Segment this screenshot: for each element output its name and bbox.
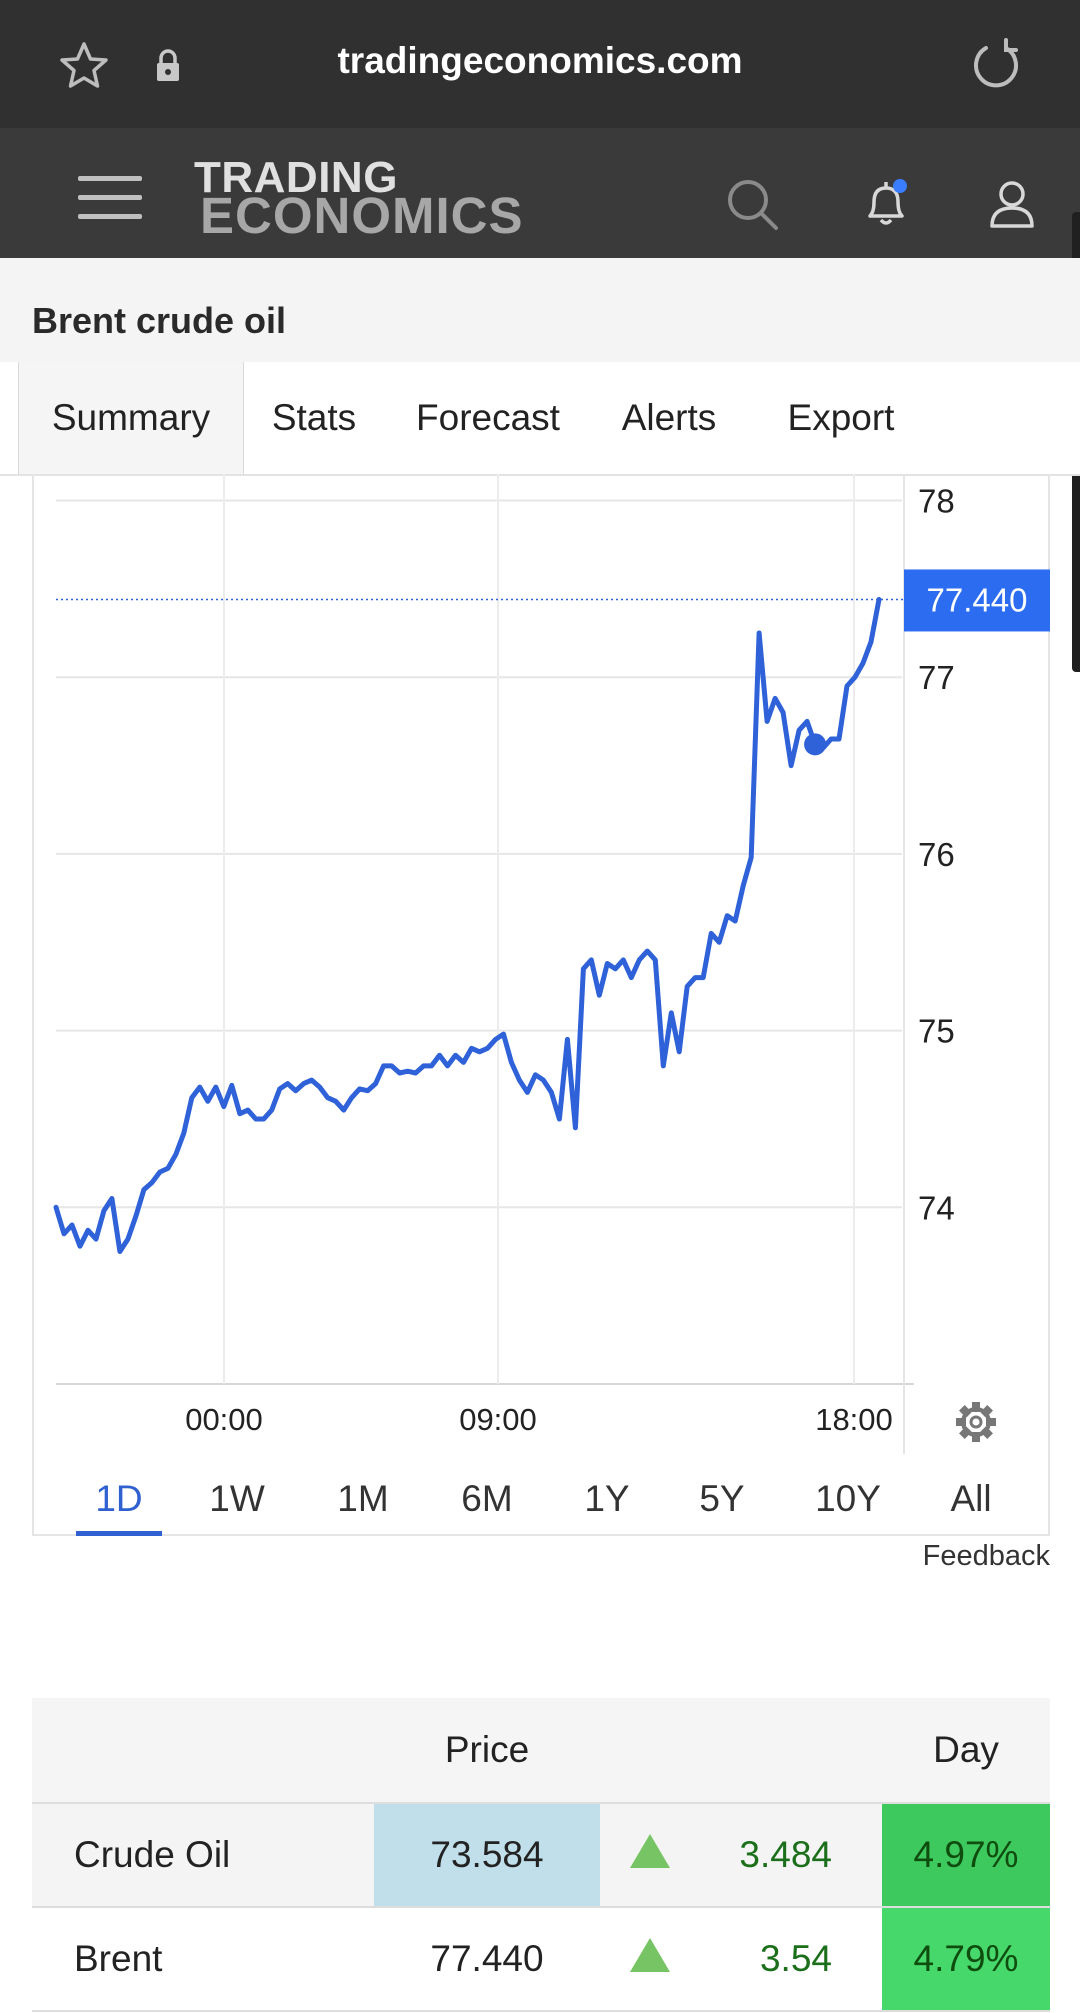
tab-export[interactable]: Export: [787, 397, 895, 438]
table-row[interactable]: Crude Oil 73.584 3.484 4.97%: [32, 1803, 1050, 1908]
y-tick-label: 78: [918, 483, 955, 520]
instrument-title-bar: Brent crude oil: [0, 258, 1080, 363]
bell-icon[interactable]: [858, 176, 914, 232]
period-selector: 1D 1W 1M 6M 1Y 5Y 10Y All: [32, 1456, 1050, 1536]
row-percent: 4.97%: [882, 1803, 1050, 1908]
menu-icon[interactable]: [78, 174, 142, 222]
tab-alerts[interactable]: Alerts: [621, 397, 717, 438]
header-price: Price: [374, 1698, 600, 1804]
up-arrow-icon: [630, 1937, 670, 1972]
period-5y[interactable]: 5Y: [699, 1478, 745, 1519]
search-icon[interactable]: [724, 176, 780, 232]
x-tick-label: 09:00: [459, 1402, 537, 1437]
period-6m[interactable]: 6M: [461, 1478, 513, 1519]
notification-dot: [893, 179, 907, 193]
row-name[interactable]: Brent: [32, 1907, 374, 2012]
url-text[interactable]: tradingeconomics.com: [337, 40, 743, 81]
reload-icon[interactable]: [968, 38, 1024, 94]
last-value-badge: [904, 569, 1050, 632]
period-all[interactable]: All: [950, 1478, 992, 1519]
row-name[interactable]: Crude Oil: [32, 1803, 374, 1908]
tab-forecast[interactable]: Forecast: [416, 397, 560, 438]
header-arrow: [600, 1698, 700, 1804]
y-tick-label: 74: [918, 1189, 955, 1226]
y-tick-label: 77: [918, 659, 955, 696]
logo-line-1: TRADING: [194, 153, 398, 202]
tab-summary[interactable]: Summary: [18, 362, 244, 474]
tab-stats[interactable]: Stats: [271, 397, 357, 438]
y-tick-label: 75: [918, 1013, 955, 1050]
site-logo[interactable]: TRADING ECONOMICS: [194, 153, 524, 244]
row-percent: 4.79%: [882, 1907, 1050, 2012]
logo-line-2: ECONOMICS: [200, 187, 524, 244]
lock-icon: [157, 49, 179, 81]
period-1d[interactable]: 1D: [76, 1456, 162, 1536]
row-change: 3.484: [700, 1803, 882, 1908]
y-tick-label: 76: [918, 836, 955, 873]
period-1y[interactable]: 1Y: [584, 1478, 630, 1519]
x-tick-label: 18:00: [815, 1402, 893, 1437]
period-10y[interactable]: 10Y: [815, 1478, 881, 1519]
quotes-table: Price Day Crude Oil 73.584 3.484 4.97% B…: [32, 1698, 1050, 2012]
page-title: Brent crude oil: [32, 300, 287, 341]
tab-bar: Summary Stats Forecast Alerts Export: [0, 362, 1080, 476]
user-icon[interactable]: [984, 176, 1040, 232]
site-header: TRADING ECONOMICS: [0, 128, 1080, 258]
row-price: 77.440: [374, 1907, 600, 2012]
period-1m[interactable]: 1M: [337, 1478, 389, 1519]
period-1w[interactable]: 1W: [209, 1478, 265, 1519]
row-change: 3.54: [700, 1907, 882, 2012]
table-header-row: Price Day: [32, 1698, 1050, 1804]
gear-icon[interactable]: [956, 1402, 996, 1442]
header-day: Day: [882, 1698, 1050, 1804]
hover-marker: [804, 733, 827, 756]
header-change: [700, 1698, 882, 1804]
last-value-label: 77.440: [927, 581, 1028, 618]
price-line: [53, 597, 882, 1254]
price-chart[interactable]: 78 77 76 75 74 00:00 09:00 18:00 77.440: [32, 474, 1050, 1536]
browser-url-bar: tradingeconomics.com: [0, 0, 1080, 128]
table-row[interactable]: Brent 77.440 3.54 4.79%: [32, 1907, 1050, 2012]
chart-canvas[interactable]: 78 77 76 75 74 00:00 09:00 18:00 77.440: [34, 474, 1052, 1454]
x-tick-label: 00:00: [185, 1402, 263, 1437]
star-icon[interactable]: [56, 38, 112, 94]
header-name: [32, 1698, 374, 1804]
feedback-link[interactable]: Feedback: [922, 1540, 1050, 1572]
row-price: 73.584: [374, 1803, 600, 1908]
up-arrow-icon: [630, 1833, 670, 1868]
